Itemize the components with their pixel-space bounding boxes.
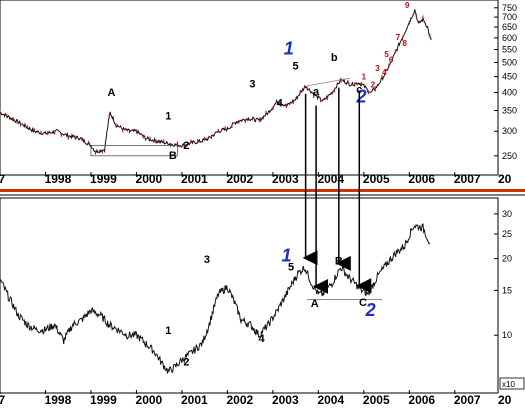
y-unit-label: x10 [502, 380, 515, 389]
wave-label: 5 [288, 261, 294, 273]
x-tick-label: 2001 [181, 172, 208, 186]
wave-label: c [356, 84, 362, 96]
y-tick-label: 350 [502, 105, 517, 115]
y-tick-label: 650 [502, 22, 517, 32]
wave-label: 1 [165, 111, 171, 123]
trend-line [306, 77, 351, 87]
wave-label: 4 [382, 68, 387, 77]
wave-label: 1 [282, 245, 292, 265]
wave-label: 2 [183, 357, 189, 369]
correlation-arrows [302, 87, 372, 294]
panel-separator [0, 189, 525, 192]
x-tick-label: 2007 [454, 393, 481, 406]
x-tick-label: 2005 [363, 393, 390, 406]
y-tick-label: 25 [502, 229, 512, 239]
x-tick-label: 20 [498, 393, 512, 406]
y-tick-label: 10 [502, 330, 512, 340]
bottom-y-axis: 10 15 20 25 30 x10 [494, 209, 525, 390]
wave-label: 9 [405, 1, 410, 10]
x-tick-label: 2005 [363, 172, 390, 186]
range-box [90, 145, 178, 157]
x-tick-label: 2002 [226, 393, 253, 406]
wave-label: 4 [258, 333, 265, 345]
wave-label: 3 [204, 254, 210, 266]
wave-label: 5 [384, 50, 389, 59]
wave-label: A [311, 298, 319, 310]
wave-label: A [107, 87, 115, 99]
y-tick-label: 30 [502, 209, 512, 219]
top-x-axis: 97 1998 1999 2000 2001 2002 2003 2004 2005 2006 20… [0, 172, 512, 186]
x-tick-label: 20 [498, 172, 512, 186]
y-tick-label: 300 [502, 126, 517, 136]
x-tick-label: 1999 [90, 172, 117, 186]
x-tick-label: 1998 [45, 172, 72, 186]
x-tick-label: 2000 [136, 172, 163, 186]
x-tick-label: 2004 [317, 393, 344, 406]
wave-label: 5 [293, 60, 299, 72]
x-tick-label: 1999 [90, 393, 117, 406]
y-tick-label: 250 [502, 151, 517, 161]
wave-label: 1 [284, 39, 294, 59]
x-tick-label: 2007 [454, 172, 481, 186]
x-tick-label: 1998 [45, 393, 72, 406]
wave-label: a [313, 86, 320, 98]
y-tick-label: 750 [502, 3, 517, 13]
x-tick-label: 2006 [408, 393, 435, 406]
wave-label: 4 [277, 98, 284, 110]
wave-label: 3 [249, 79, 255, 91]
y-tick-label: 700 [502, 12, 517, 22]
wave-label: 8 [403, 39, 408, 48]
y-tick-label: 600 [502, 33, 517, 43]
x-tick-label: 2006 [408, 172, 435, 186]
wave-label: 6 [389, 55, 394, 64]
y-tick-label: 450 [502, 72, 517, 82]
wave-label: 3 [375, 64, 380, 73]
x-tick-label: 2000 [136, 393, 163, 406]
x-tick-label: 2003 [272, 172, 299, 186]
y-tick-label: 15 [502, 285, 512, 295]
x-tick-label: 2003 [272, 393, 299, 406]
x-tick-label: 2004 [317, 172, 344, 186]
wave-label: 1 [165, 325, 171, 337]
wave-label: B [169, 150, 177, 162]
x-tick-label: 97 [0, 393, 5, 406]
y-tick-label: 400 [502, 87, 517, 97]
y-unit-box [499, 377, 525, 390]
bottom-x-axis: 97 1998 1999 2000 2001 2002 2003 2004 2005 2006 20… [0, 390, 512, 407]
top-price-line [0, 9, 432, 157]
x-tick-label: 2001 [181, 393, 208, 406]
y-tick-label: 550 [502, 45, 517, 55]
wave-label: 2 [183, 140, 189, 152]
price-series-line [0, 9, 432, 154]
x-tick-label: 2002 [226, 172, 253, 186]
wave-label: b [331, 52, 338, 64]
x-tick-label: 97 [0, 172, 5, 186]
wave-label: 2 [365, 300, 376, 320]
y-tick-label: 500 [502, 57, 517, 67]
wave-label: 2 [371, 81, 376, 90]
wave-label: C [359, 297, 367, 309]
wave-label: 1 [362, 73, 367, 82]
wave-label: 2 [356, 86, 367, 106]
wave-label: 7 [396, 33, 401, 42]
y-tick-label: 20 [502, 254, 512, 264]
